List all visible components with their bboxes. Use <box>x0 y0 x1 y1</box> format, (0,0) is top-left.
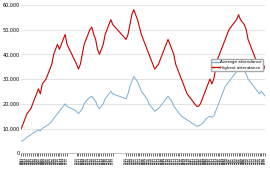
Highest attendance <box>65 43 69 45</box>
Average attendance <box>202 120 206 122</box>
Line: Highest attendance: Highest attendance <box>21 10 265 128</box>
Average attendance <box>220 95 223 97</box>
Legend: Average attendance, Highest attendance: Average attendance, Highest attendance <box>211 59 263 71</box>
Highest attendance <box>172 53 176 55</box>
Highest attendance <box>20 127 23 130</box>
Highest attendance <box>222 43 225 45</box>
Highest attendance <box>205 88 208 90</box>
Average attendance <box>170 100 173 102</box>
Highest attendance <box>132 9 135 11</box>
Highest attendance <box>233 21 236 23</box>
Average attendance <box>20 140 23 142</box>
Average attendance <box>65 105 69 107</box>
Line: Average attendance: Average attendance <box>21 69 265 141</box>
Highest attendance <box>98 53 101 55</box>
Average attendance <box>98 108 101 110</box>
Average attendance <box>237 68 240 70</box>
Average attendance <box>231 76 234 78</box>
Highest attendance <box>264 68 267 70</box>
Average attendance <box>264 95 267 97</box>
